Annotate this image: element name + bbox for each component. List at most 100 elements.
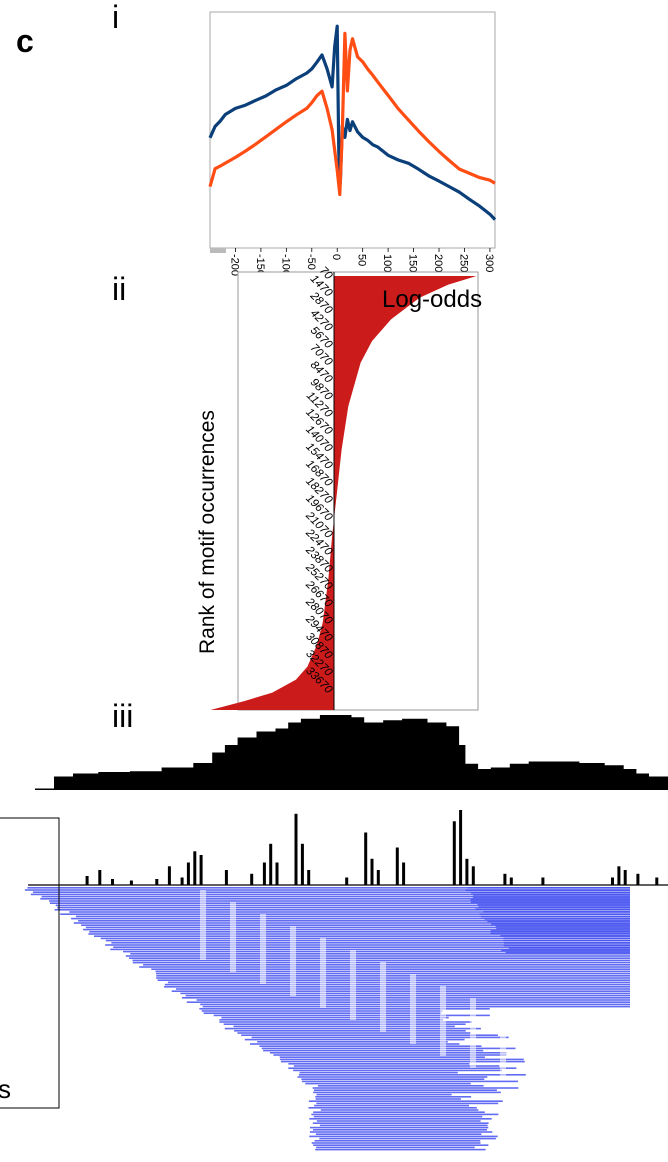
panel-iii-read [233, 1025, 455, 1028]
panel-label-c: c [16, 23, 34, 59]
panel-iii-read [471, 901, 630, 903]
panel-iii-read [234, 1030, 466, 1032]
panel-iii-read [504, 942, 630, 944]
panel-iii-read [313, 1091, 501, 1094]
panel-label-i: i [112, 0, 119, 35]
panel-label-iii: iii [112, 698, 133, 734]
panel-iii-read [309, 1118, 492, 1120]
panel-iii-read [505, 951, 630, 954]
panel-i-tick-label: -200 [228, 254, 240, 276]
left-partial-text: s [0, 1074, 11, 1104]
panel-iii-read [105, 939, 631, 942]
panel-iii-read [316, 1093, 452, 1096]
panel-iii-read [224, 1027, 481, 1030]
panel-i-tick-label: 0 [330, 254, 342, 260]
panel-iii-read [89, 931, 631, 933]
panel-iii-read [470, 899, 630, 901]
panel-iii-peak-bar [129, 880, 133, 885]
panel-iii-read [299, 1074, 526, 1076]
panel-iii-read [503, 937, 630, 939]
panel-iii-read [75, 915, 630, 918]
panel-iii-read [57, 906, 630, 909]
panel-iii-read [78, 920, 631, 922]
panel-iii-coverage-area [35, 715, 668, 790]
panel-iii-genome-view: s [0, 715, 668, 1151]
panel-iii-peak-bar [617, 866, 621, 886]
panel-iii-read [316, 1146, 475, 1149]
panel-iii-read-gap [290, 926, 296, 996]
panel-iii-read [27, 887, 630, 889]
panel-iii-read [467, 887, 630, 889]
panel-iii-read [312, 1087, 519, 1089]
panel-iii-read [69, 911, 631, 913]
panel-iii-read-gap [440, 986, 446, 1056]
panel-iii-read [279, 1056, 485, 1058]
panel-iii-read [176, 988, 630, 990]
panel-iii-read [143, 964, 630, 966]
panel-iii-read [257, 1041, 448, 1043]
panel-i-tick-label: -50 [305, 254, 317, 270]
panel-iii-peak-bar [471, 866, 475, 886]
panel-iii-read [157, 979, 630, 981]
panel-iii-read [316, 1120, 481, 1122]
panel-iii-read [250, 1043, 460, 1045]
panel-iii-read-gap [230, 902, 236, 972]
panel-iii-read [479, 913, 630, 915]
panel-iii-read [308, 1100, 503, 1102]
panel-i-line-chart: -200 -150 -100 -50 0 50 100 150 200 250 300 [208, 11, 497, 276]
panel-iii-peak-bar [345, 877, 349, 885]
panel-iii-read [33, 891, 630, 893]
panel-iii-read [261, 1047, 516, 1050]
panel-ii-xlabel: Log-odds [382, 286, 482, 313]
panel-iii-read [71, 917, 631, 920]
panel-iii-read-gap [350, 950, 356, 1020]
panel-iii-read [111, 942, 630, 944]
panel-iii-read [83, 928, 631, 931]
panel-iii-read [100, 937, 630, 940]
panel-iii-read [491, 923, 630, 925]
panel-iii-read [219, 1021, 472, 1023]
panel-iii-read [478, 906, 630, 908]
panel-iii-peak-bar [294, 813, 298, 886]
panel-iii-read [490, 932, 630, 935]
panel-iii-read [60, 913, 630, 915]
panel-iii-peak-bar [611, 877, 614, 885]
panel-iii-read [129, 957, 630, 959]
panel-iii-peak-bar [307, 870, 311, 885]
panel-i-tick-label: 200 [432, 254, 444, 272]
panel-iii-read [319, 1124, 488, 1127]
panel-iii-read [314, 1140, 481, 1142]
panel-iii-read [164, 986, 630, 988]
panel-iii-read-gap [200, 890, 206, 960]
panel-iii-read [55, 904, 630, 907]
panel-iii-read [164, 983, 631, 986]
panel-iii-read [495, 925, 630, 927]
panel-iii-read [483, 911, 630, 913]
panel-iii-read [259, 1045, 482, 1047]
panel-iii-peak-bar [167, 866, 171, 886]
panel-iii-read [199, 1008, 490, 1010]
panel-ii-rank-plot: 7014702870427056707070847098701127012670… [196, 265, 482, 711]
panel-iii-read [313, 1111, 485, 1113]
panel-i-frame [209, 11, 496, 249]
panel-iii-read-gap [530, 1022, 536, 1092]
panel-iii-read [185, 994, 630, 997]
panel-iii-read [94, 935, 630, 937]
panel-iii-read [315, 1133, 482, 1135]
panel-iii-read [54, 909, 631, 911]
panel-iii-peak-bar [85, 876, 89, 885]
panel-ii-area [210, 276, 477, 710]
panel-i-tick-label: 100 [381, 254, 393, 272]
panel-iii-read [299, 1071, 458, 1074]
panel-iii-read [219, 1019, 444, 1021]
panel-iii-read [310, 1126, 489, 1129]
panel-iii-read [503, 944, 630, 947]
panel-iii-read [500, 935, 630, 937]
panel-iii-peak-bar [224, 870, 228, 885]
panel-iii-peak-bar [199, 855, 203, 885]
panel-iii-read [132, 959, 630, 962]
panel-iii-read [273, 1054, 507, 1056]
panel-iii-read [125, 955, 631, 957]
panel-iii-read [237, 1032, 471, 1034]
panel-iii-peak-bar [364, 832, 368, 885]
